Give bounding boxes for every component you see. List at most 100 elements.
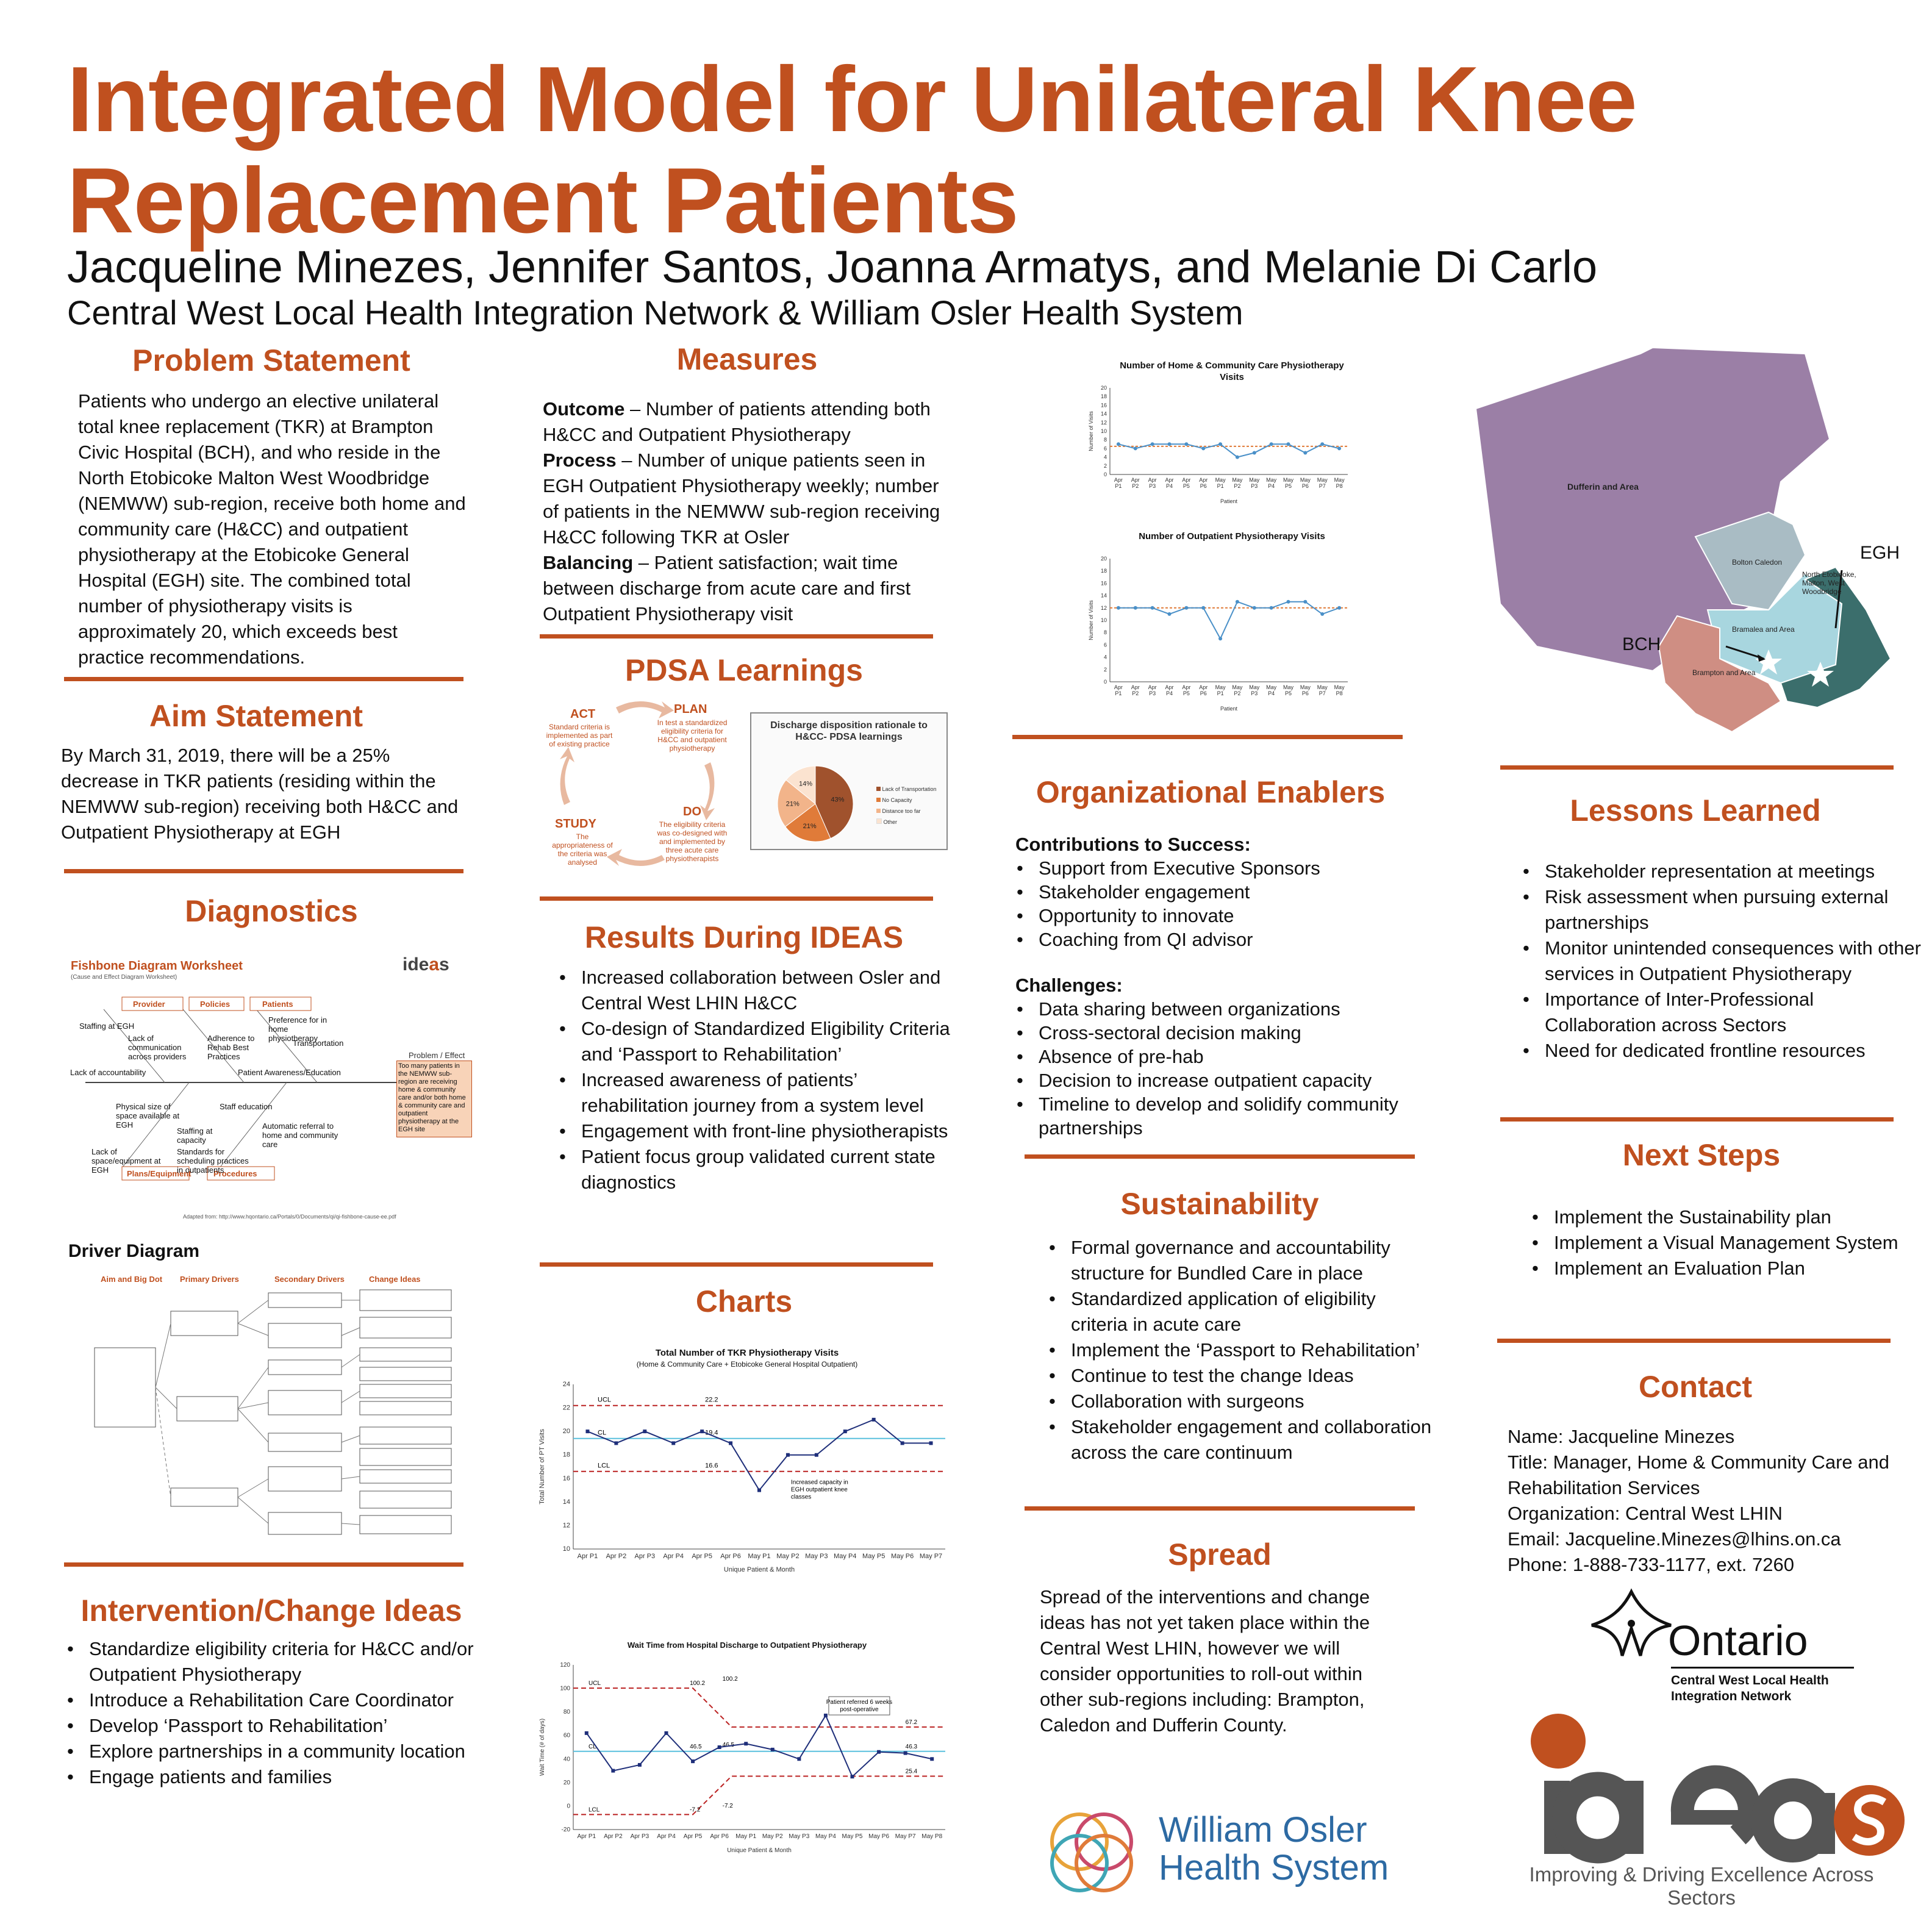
divider (1500, 765, 1894, 770)
pie-chart-panel: Discharge disposition rationale to H&CC-… (750, 712, 948, 850)
x-tick-label: Apr P2 (604, 1833, 623, 1840)
x-tick-label: P6 (1200, 690, 1207, 696)
data-point (1133, 446, 1137, 451)
y-tick-label: 0 (1104, 471, 1107, 478)
y-tick-label: 20 (1101, 385, 1107, 391)
measure-balancing: Balancing – Patient satisfaction; wait t… (543, 552, 911, 624)
list-item: Importance of Inter-Professional Collabo… (1523, 987, 1923, 1038)
cl-text: CL (589, 1744, 596, 1750)
x-axis-label: Patient (1220, 706, 1238, 712)
y-tick-label: 8 (1104, 629, 1107, 635)
data-point (729, 1441, 733, 1445)
x-tick-label: P2 (1132, 690, 1139, 696)
ontario-subtitle: Central West Local Health Integration Ne… (1671, 1673, 1829, 1703)
category-procedures: Procedures (213, 1169, 257, 1178)
map-shapes (1475, 346, 1892, 732)
chart-title: Number of Home & Community Care Physioth… (1120, 360, 1344, 382)
list-item: Cross-sectoral decision making (1017, 1021, 1406, 1045)
data-point (1252, 451, 1256, 455)
y-tick-label: 80 (564, 1709, 571, 1716)
fishbone-credit: Adapted from: http://www.hqontario.ca/Po… (183, 1214, 396, 1220)
y-tick-label: 4 (1104, 454, 1107, 460)
data-point (930, 1757, 934, 1761)
divider (540, 896, 933, 901)
x-tick-label: May (1283, 684, 1294, 690)
ontario-underline (1671, 1667, 1854, 1669)
pie-legend: Lack of Transportation No Capacity Dista… (876, 784, 937, 828)
chart-title: Total Number of TKR Physiotherapy Visits (655, 1348, 839, 1358)
x-tick-label: May P7 (920, 1553, 942, 1560)
pie-label: 21% (803, 823, 817, 830)
chart-title: Wait Time from Hospital Discharge to Out… (627, 1640, 867, 1650)
ucl-text: UCL (598, 1397, 611, 1404)
x-tick-label: P4 (1166, 690, 1173, 696)
map-label-nemww: North Etobicoke, Malton, West Woodbridge (1802, 570, 1856, 596)
x-tick-label: Apr (1182, 477, 1190, 483)
data-point (1286, 599, 1290, 604)
y-tick-label: 0 (567, 1803, 570, 1809)
data-point (717, 1745, 721, 1749)
chart-subtitle: (Home & Community Care + Etobicoke Gener… (636, 1360, 858, 1368)
divider (64, 869, 463, 873)
spread-heading: Spread (1168, 1537, 1272, 1572)
sustainability-heading: Sustainability (1120, 1187, 1319, 1221)
outpatient-visits-chart: Number of Outpatient Physiotherapy Visit… (1086, 531, 1354, 714)
lcl-value: -7.2 (690, 1806, 701, 1813)
intervention-list: Standardize eligibility criteria for H&C… (66, 1636, 516, 1790)
lcl-text: LCL (589, 1806, 600, 1813)
y-tick-label: 24 (563, 1381, 570, 1388)
x-tick-label: May (1300, 477, 1311, 483)
y-tick-label: 2 (1104, 463, 1107, 469)
annotation-box (828, 1696, 890, 1716)
x-tick-label: P1 (1115, 483, 1122, 489)
contact-email[interactable]: Email: Jacqueline.Minezes@lhins.on.ca (1508, 1528, 1841, 1550)
data-point (1116, 442, 1120, 446)
y-tick-label: 18 (563, 1451, 570, 1459)
data-point (797, 1757, 801, 1761)
data-point (843, 1429, 847, 1434)
challenges-label: Challenges: (1015, 975, 1123, 996)
lessons-heading: Lessons Learned (1570, 793, 1821, 828)
list-item: Implement a Visual Management System (1532, 1230, 1932, 1256)
problem-text: Patients who undergo an elective unilate… (78, 390, 466, 668)
series-line (585, 1714, 932, 1778)
cause: Physical size of space available at EGH (116, 1102, 180, 1129)
data-point (1303, 599, 1308, 604)
lcl-value: 16.6 (705, 1462, 718, 1470)
map-label-bch: BCH (1622, 634, 1661, 654)
ucl-line (573, 1687, 945, 1728)
x-tick-label: Apr (1165, 684, 1173, 690)
cause: Preference for in home physiotherapy (268, 1015, 327, 1043)
pdsa-arrows (560, 701, 715, 866)
chart-title: Number of Outpatient Physiotherapy Visit… (1139, 531, 1325, 542)
y-axis-label: Number of Visits (1088, 600, 1094, 640)
data-point (1201, 446, 1206, 451)
list-item: Timeline to develop and solidify communi… (1017, 1092, 1406, 1140)
data-point (585, 1429, 590, 1434)
ideas-tagline: Improving & Driving Excellence Across Se… (1529, 1863, 1874, 1909)
x-tick-label: May (1215, 684, 1226, 690)
y-tick-label: 16 (1101, 402, 1107, 408)
list-item: Monitor unintended consequences with oth… (1523, 936, 1923, 987)
data-point (1337, 446, 1342, 451)
y-axis-label: Wait Time (# of days) (539, 1719, 546, 1776)
x-tick-label: Apr P6 (710, 1833, 729, 1840)
x-tick-label: P6 (1302, 690, 1309, 696)
x-tick-label: P4 (1268, 483, 1275, 489)
ucl-text: UCL (589, 1680, 601, 1687)
measures-text: Outcome – Number of patients attending b… (543, 396, 957, 627)
driver-diagram: Aim and Big Dot Primary Drivers Secondar… (91, 1275, 457, 1537)
lcl-text: LCL (598, 1462, 610, 1470)
x-tick-label: P8 (1336, 690, 1343, 696)
data-point (823, 1713, 828, 1717)
lcl2-value: 25.4 (906, 1768, 918, 1775)
driver-col: Primary Drivers (180, 1275, 239, 1284)
data-point (1167, 442, 1172, 446)
x-tick-label: May P5 (842, 1833, 863, 1840)
x-tick-label: P2 (1234, 690, 1240, 696)
x-tick-label: May (1266, 477, 1277, 483)
cl-value: 46.5 (690, 1744, 702, 1750)
data-point (1303, 451, 1308, 455)
diagnostics-heading: Diagnostics (185, 894, 358, 928)
x-tick-label: May (1232, 477, 1243, 483)
